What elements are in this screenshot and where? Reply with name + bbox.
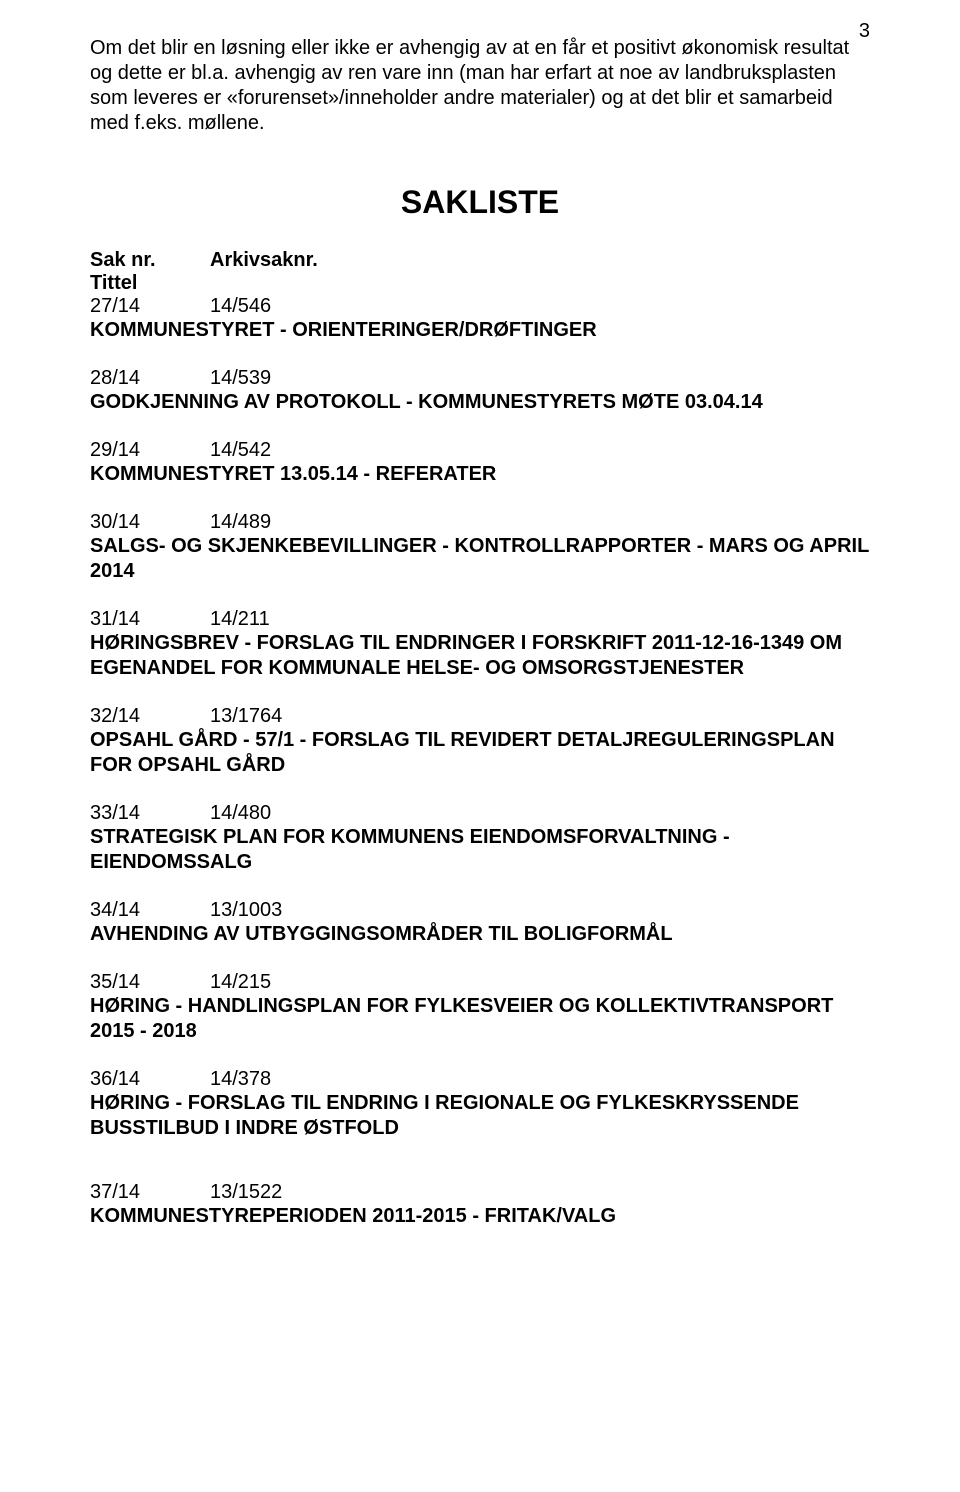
entry-numbers: 30/1414/489	[90, 511, 870, 534]
entry-title: AVHENDING AV UTBYGGINGSOMRÅDER TIL BOLIG…	[90, 922, 870, 947]
arkiv-number: 13/1764	[210, 705, 282, 727]
list-item: 35/1414/215 HØRING - HANDLINGSPLAN FOR F…	[90, 971, 870, 1044]
entry-numbers: 33/1414/480	[90, 802, 870, 825]
list-item: 33/1414/480 STRATEGISK PLAN FOR KOMMUNEN…	[90, 802, 870, 875]
entry-numbers: 32/1413/1764	[90, 705, 870, 728]
sakliste-heading: SAKLISTE	[90, 184, 870, 221]
list-item: 32/1413/1764 OPSAHL GÅRD - 57/1 - FORSLA…	[90, 705, 870, 778]
entry-numbers: 27/1414/546	[90, 295, 870, 318]
entry-title: HØRING - HANDLINGSPLAN FOR FYLKESVEIER O…	[90, 994, 870, 1044]
sak-number: 33/14	[90, 802, 210, 825]
sak-number: 37/14	[90, 1181, 210, 1204]
list-item: 34/1413/1003 AVHENDING AV UTBYGGINGSOMRÅ…	[90, 899, 870, 947]
entry-numbers: 29/1414/542	[90, 439, 870, 462]
sak-number: 30/14	[90, 511, 210, 534]
list-item: 27/1414/546 KOMMUNESTYRET - ORIENTERINGE…	[90, 295, 870, 343]
sak-number: 27/14	[90, 295, 210, 318]
intro-paragraph: Om det blir en løsning eller ikke er avh…	[90, 36, 870, 136]
entry-title: HØRING - FORSLAG TIL ENDRING I REGIONALE…	[90, 1091, 870, 1141]
entry-title: KOMMUNESTYRET 13.05.14 - REFERATER	[90, 462, 870, 487]
entry-numbers: 35/1414/215	[90, 971, 870, 994]
arkiv-number: 14/215	[210, 971, 271, 993]
entry-title: GODKJENNING AV PROTOKOLL - KOMMUNESTYRET…	[90, 390, 870, 415]
arkiv-number: 14/546	[210, 295, 271, 317]
page-number: 3	[859, 20, 870, 43]
sak-number: 34/14	[90, 899, 210, 922]
header-arkivsaknr: Arkivsaknr.	[210, 249, 318, 271]
entry-title: OPSAHL GÅRD - 57/1 - FORSLAG TIL REVIDER…	[90, 728, 870, 778]
list-item: 31/1414/211 HØRINGSBREV - FORSLAG TIL EN…	[90, 608, 870, 681]
sak-number: 32/14	[90, 705, 210, 728]
list-item: 37/1413/1522 KOMMUNESTYREPERIODEN 2011-2…	[90, 1181, 870, 1229]
list-item: 29/1414/542 KOMMUNESTYRET 13.05.14 - REF…	[90, 439, 870, 487]
entry-numbers: 36/1414/378	[90, 1068, 870, 1091]
sak-number: 35/14	[90, 971, 210, 994]
arkiv-number: 13/1522	[210, 1181, 282, 1203]
sak-number: 31/14	[90, 608, 210, 631]
entry-title: SALGS- OG SKJENKEBEVILLINGER - KONTROLLR…	[90, 534, 870, 584]
arkiv-number: 14/211	[210, 608, 270, 630]
sak-number: 28/14	[90, 367, 210, 390]
sak-number: 36/14	[90, 1068, 210, 1091]
header-tittel: Tittel	[90, 272, 870, 295]
document-page: 3 Om det blir en løsning eller ikke er a…	[0, 0, 960, 1492]
arkiv-number: 14/378	[210, 1068, 271, 1090]
list-item: 30/1414/489 SALGS- OG SKJENKEBEVILLINGER…	[90, 511, 870, 584]
arkiv-number: 13/1003	[210, 899, 282, 921]
entry-numbers: 34/1413/1003	[90, 899, 870, 922]
column-headers: Sak nr.Arkivsaknr.	[90, 249, 870, 272]
entry-title: KOMMUNESTYREPERIODEN 2011-2015 - FRITAK/…	[90, 1204, 870, 1229]
arkiv-number: 14/542	[210, 439, 271, 461]
entry-numbers: 37/1413/1522	[90, 1181, 870, 1204]
list-item: 28/1414/539 GODKJENNING AV PROTOKOLL - K…	[90, 367, 870, 415]
entry-numbers: 28/1414/539	[90, 367, 870, 390]
arkiv-number: 14/539	[210, 367, 271, 389]
arkiv-number: 14/489	[210, 511, 271, 533]
entry-title: KOMMUNESTYRET - ORIENTERINGER/DRØFTINGER	[90, 318, 870, 343]
arkiv-number: 14/480	[210, 802, 271, 824]
entry-title: HØRINGSBREV - FORSLAG TIL ENDRINGER I FO…	[90, 631, 870, 681]
list-item: 36/1414/378 HØRING - FORSLAG TIL ENDRING…	[90, 1068, 870, 1141]
entry-title: STRATEGISK PLAN FOR KOMMUNENS EIENDOMSFO…	[90, 825, 870, 875]
entry-numbers: 31/1414/211	[90, 608, 870, 631]
sak-number: 29/14	[90, 439, 210, 462]
header-sak-nr: Sak nr.	[90, 249, 210, 272]
